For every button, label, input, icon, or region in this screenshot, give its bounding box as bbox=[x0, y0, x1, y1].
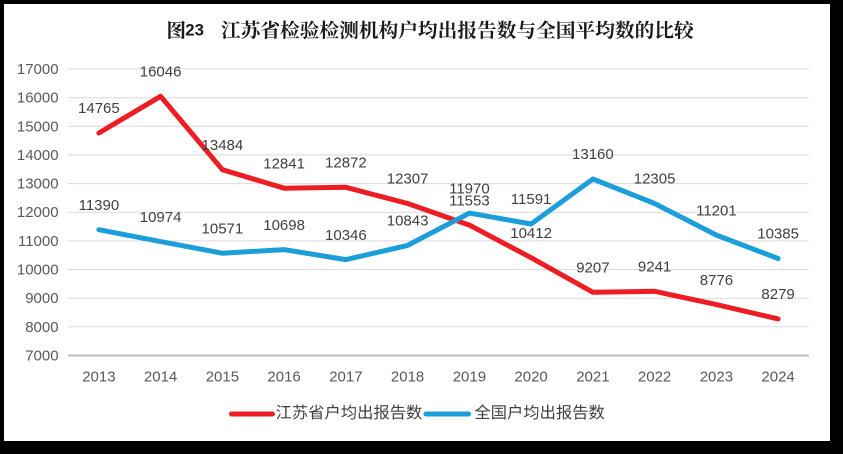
svg-text:2021: 2021 bbox=[576, 369, 609, 386]
svg-text:10346: 10346 bbox=[325, 227, 367, 244]
svg-text:8000: 8000 bbox=[25, 319, 58, 336]
svg-text:11970: 11970 bbox=[449, 180, 490, 197]
svg-text:2018: 2018 bbox=[391, 369, 424, 386]
svg-text:10974: 10974 bbox=[140, 209, 182, 226]
svg-text:13484: 13484 bbox=[202, 137, 244, 154]
svg-text:12305: 12305 bbox=[634, 171, 676, 188]
svg-text:2024: 2024 bbox=[761, 369, 794, 386]
svg-text:11000: 11000 bbox=[18, 233, 59, 250]
svg-text:10000: 10000 bbox=[17, 262, 59, 279]
svg-text:2023: 2023 bbox=[700, 369, 733, 386]
svg-text:10571: 10571 bbox=[202, 220, 244, 237]
svg-text:2019: 2019 bbox=[453, 369, 486, 386]
svg-text:13000: 13000 bbox=[17, 176, 59, 193]
svg-text:17000: 17000 bbox=[17, 61, 59, 78]
svg-text:13160: 13160 bbox=[572, 146, 614, 163]
svg-text:9207: 9207 bbox=[576, 260, 609, 277]
svg-text:10843: 10843 bbox=[387, 213, 429, 230]
svg-text:10412: 10412 bbox=[510, 225, 552, 242]
svg-text:14000: 14000 bbox=[17, 147, 59, 164]
svg-text:15000: 15000 bbox=[17, 118, 59, 135]
svg-text:8279: 8279 bbox=[761, 286, 794, 303]
svg-text:14765: 14765 bbox=[78, 100, 120, 117]
svg-text:10698: 10698 bbox=[263, 217, 305, 234]
svg-text:12872: 12872 bbox=[325, 155, 367, 172]
svg-text:10385: 10385 bbox=[757, 226, 799, 243]
svg-text:12000: 12000 bbox=[17, 204, 59, 221]
svg-text:16000: 16000 bbox=[17, 90, 59, 107]
svg-text:2022: 2022 bbox=[638, 369, 671, 386]
svg-text:12841: 12841 bbox=[263, 155, 305, 172]
svg-text:16046: 16046 bbox=[140, 64, 182, 81]
svg-text:11201: 11201 bbox=[696, 202, 737, 219]
svg-text:2017: 2017 bbox=[329, 369, 362, 386]
svg-text:7000: 7000 bbox=[25, 348, 58, 365]
svg-text:12307: 12307 bbox=[387, 171, 429, 188]
svg-text:11553: 11553 bbox=[449, 192, 490, 209]
svg-text:11591: 11591 bbox=[511, 191, 552, 208]
svg-text:2016: 2016 bbox=[267, 369, 300, 386]
svg-text:2014: 2014 bbox=[144, 369, 177, 386]
svg-text:8776: 8776 bbox=[700, 272, 733, 289]
svg-text:11390: 11390 bbox=[79, 197, 120, 214]
svg-text:2015: 2015 bbox=[206, 369, 239, 386]
svg-text:23: 23 bbox=[185, 21, 204, 40]
svg-text:2020: 2020 bbox=[514, 369, 547, 386]
svg-text:9000: 9000 bbox=[25, 290, 58, 307]
svg-text:9241: 9241 bbox=[638, 259, 671, 276]
svg-text:2013: 2013 bbox=[82, 369, 115, 386]
